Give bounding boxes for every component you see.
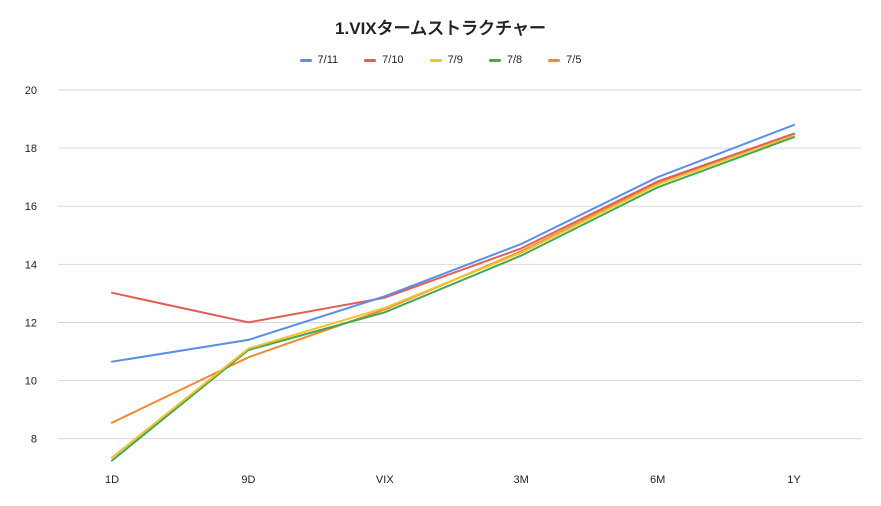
series-line-7-8[interactable] (111, 136, 795, 462)
series-line-7-9[interactable] (111, 134, 795, 459)
legend-label: 7/9 (447, 54, 463, 66)
legend-item-7-8[interactable]: 7/8 (488, 54, 523, 66)
y-tick-label: 18 (25, 143, 37, 155)
legend-label: 7/5 (566, 54, 582, 66)
series-line-7-11[interactable] (111, 123, 795, 363)
series-lines (111, 123, 795, 462)
legend-item-7-9[interactable]: 7/9 (429, 54, 463, 66)
y-tick-label: 10 (25, 376, 37, 388)
gridlines (58, 89, 862, 440)
legend: 7/11 7/10 7/9 7/8 7/5 (0, 54, 881, 66)
legend-label: 7/8 (506, 54, 523, 66)
x-tick-label: 1Y (787, 474, 801, 486)
legend-item-7-11[interactable]: 7/11 (299, 54, 339, 66)
y-tick-label: 8 (31, 434, 37, 446)
legend-swatch (299, 58, 312, 62)
y-tick-label: 12 (25, 317, 37, 329)
y-tick-label: 16 (25, 201, 37, 213)
legend-swatch (488, 58, 501, 62)
x-tick-label: 6M (650, 474, 665, 486)
legend-item-7-10[interactable]: 7/10 (364, 54, 404, 66)
y-tick-label: 20 (25, 85, 37, 97)
legend-label: 7/10 (382, 54, 404, 66)
legend-label: 7/11 (317, 54, 339, 66)
x-tick-label: 1D (105, 474, 119, 486)
x-tick-label: 9D (241, 474, 255, 486)
legend-swatch (364, 58, 377, 62)
x-tick-label: 3M (514, 474, 529, 486)
x-tick-label: VIX (376, 474, 394, 486)
legend-swatch (548, 58, 561, 62)
x-axis-ticks: 1D 9D VIX 3M 6M 1Y (105, 474, 801, 486)
chart-title: 1.VIXタームストラクチャー (335, 19, 546, 38)
series-line-7-5[interactable] (111, 133, 795, 424)
legend-swatch (429, 58, 442, 62)
y-axis-ticks: 8 10 12 14 16 18 20 (25, 85, 37, 446)
legend-item-7-5[interactable]: 7/5 (548, 54, 581, 66)
series-line-7-10[interactable] (111, 132, 795, 324)
y-tick-label: 14 (25, 259, 37, 271)
